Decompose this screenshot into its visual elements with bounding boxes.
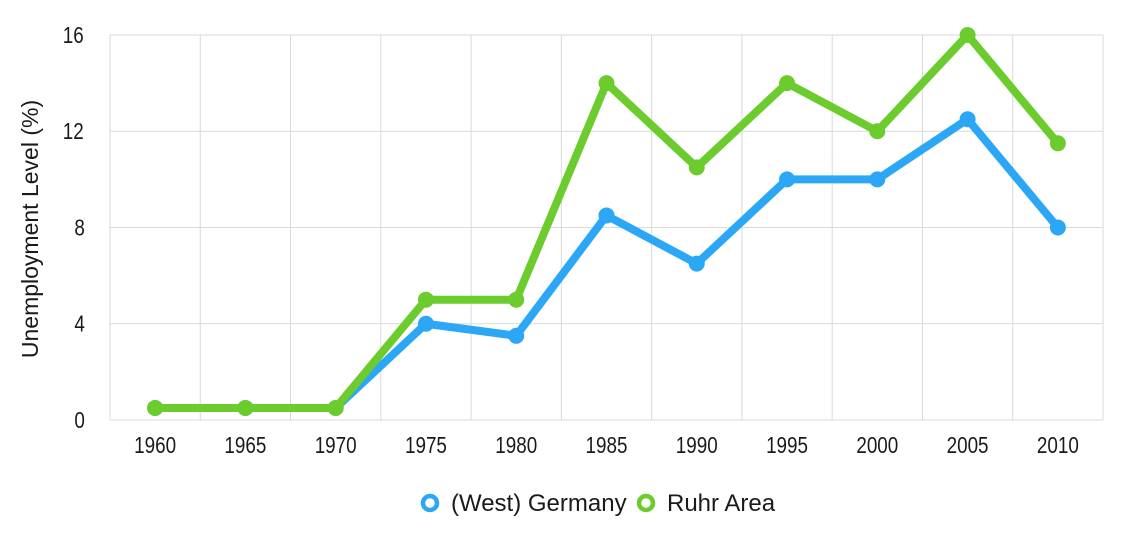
- data-point: [508, 291, 525, 308]
- legend-label: (West) Germany: [451, 490, 627, 517]
- x-tick-label: 1970: [315, 433, 357, 458]
- data-point: [598, 207, 615, 224]
- data-point: [1049, 219, 1066, 236]
- data-point: [869, 171, 886, 188]
- y-axis-ticks: 0 4 8 12 16: [63, 23, 85, 433]
- y-axis-title: Unemployment Level (%): [17, 100, 43, 358]
- series-1: [147, 27, 1066, 416]
- data-point: [327, 399, 344, 416]
- x-tick-label: 2005: [947, 433, 989, 458]
- data-point: [147, 399, 164, 416]
- data-point: [779, 75, 796, 92]
- legend-label: Ruhr Area: [667, 490, 776, 517]
- data-point: [688, 159, 705, 176]
- data-point: [959, 27, 976, 43]
- data-point: [508, 327, 525, 344]
- data-point: [959, 111, 976, 128]
- x-axis-ticks: 1960 1965 1970 1975 1980 1985 1990 1995 2000 2005…: [134, 433, 1079, 458]
- x-tick-label: 2000: [856, 433, 898, 458]
- legend-marker-icon: [636, 493, 656, 513]
- y-tick-label: 8: [74, 216, 84, 241]
- legend: (West) Germany Ruhr Area: [420, 490, 776, 517]
- data-point: [598, 75, 615, 92]
- grid: [109, 34, 1104, 421]
- x-tick-label: 1965: [224, 433, 266, 458]
- series-0: [147, 111, 1066, 416]
- x-tick-label: 2010: [1037, 433, 1079, 458]
- data-point: [688, 255, 705, 272]
- legend-item: (West) Germany: [420, 490, 627, 517]
- x-tick-label: 1960: [134, 433, 176, 458]
- series-lines: [147, 27, 1066, 416]
- x-tick-label: 1990: [676, 433, 718, 458]
- y-tick-label: 0: [74, 408, 84, 433]
- data-point: [417, 291, 434, 308]
- y-tick-label: 16: [63, 23, 84, 48]
- data-point: [869, 123, 886, 140]
- x-tick-label: 1980: [495, 433, 537, 458]
- data-point: [417, 315, 434, 332]
- data-point: [237, 399, 254, 416]
- x-tick-label: 1975: [405, 433, 447, 458]
- legend-item: Ruhr Area: [636, 490, 776, 517]
- data-point: [1049, 135, 1066, 152]
- data-point: [779, 171, 796, 188]
- legend-marker-icon: [420, 493, 440, 513]
- x-tick-label: 1985: [586, 433, 628, 458]
- y-tick-label: 12: [63, 120, 84, 145]
- x-tick-label: 1995: [766, 433, 808, 458]
- y-tick-label: 4: [74, 312, 85, 337]
